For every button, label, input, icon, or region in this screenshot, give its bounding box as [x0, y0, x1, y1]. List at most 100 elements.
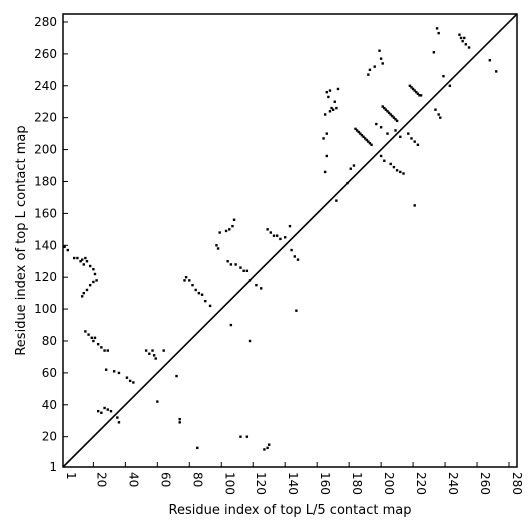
x-tick-label: 1	[64, 472, 78, 480]
upper-point	[432, 51, 436, 54]
x-tick-label: 100	[222, 472, 236, 495]
upper-series-points	[322, 27, 498, 202]
upper-point	[463, 36, 466, 40]
lower-point	[216, 247, 220, 250]
upper-point	[495, 70, 498, 73]
upper-point	[448, 84, 452, 87]
lower-point	[148, 352, 151, 355]
lower-point	[208, 304, 212, 308]
x-tick-label: 40	[126, 472, 140, 487]
x-tick-label: 140	[286, 472, 300, 495]
lower-point	[125, 376, 129, 379]
lower-point	[410, 137, 413, 140]
lower-point	[116, 416, 119, 419]
y-tick-label: 120	[34, 270, 57, 284]
lower-point	[276, 234, 279, 237]
lower-point	[413, 204, 416, 207]
lower-point	[402, 172, 405, 175]
lower-point	[84, 330, 87, 333]
lower-point	[92, 339, 95, 343]
lower-point	[82, 263, 85, 266]
lower-point	[200, 293, 204, 296]
upper-point	[458, 33, 461, 36]
x-tick-label: 240	[446, 472, 460, 495]
x-tick-label: 180	[350, 472, 364, 495]
lower-point	[215, 244, 218, 247]
lower-point	[92, 280, 95, 284]
lower-point	[272, 234, 276, 237]
x-axis-label: Residue index of top L/5 contact map	[169, 503, 412, 518]
upper-point	[335, 199, 338, 202]
lower-point	[106, 408, 109, 411]
lower-point	[88, 283, 92, 287]
upper-point	[461, 39, 464, 43]
lower-point	[231, 224, 234, 228]
lower-point	[80, 295, 84, 298]
lower-point	[93, 336, 97, 339]
upper-point	[381, 62, 384, 65]
upper-point	[330, 106, 333, 110]
upper-point	[333, 100, 336, 103]
upper-point	[352, 164, 356, 167]
y-tick-label: 80	[42, 334, 57, 348]
lower-point	[269, 231, 273, 234]
lower-point	[87, 333, 90, 336]
lower-point	[279, 237, 282, 241]
lower-point	[389, 162, 392, 166]
upper-point	[464, 43, 468, 46]
upper-point	[362, 135, 365, 139]
lower-point	[63, 245, 66, 249]
lower-point	[229, 263, 233, 266]
upper-point	[355, 129, 359, 132]
upper-point	[357, 130, 360, 134]
upper-point	[354, 127, 357, 131]
upper-point	[381, 105, 384, 108]
lower-point	[437, 113, 440, 116]
upper-point	[327, 95, 330, 99]
upper-point	[387, 111, 391, 115]
y-tick-label: 240	[34, 79, 57, 93]
lower-point	[224, 229, 228, 233]
lower-point	[72, 256, 76, 260]
y-tick-label: 260	[34, 47, 57, 61]
upper-point	[418, 94, 421, 97]
lower-point	[144, 349, 148, 352]
lower-point	[248, 339, 252, 343]
lower-point	[93, 272, 97, 276]
upper-point	[379, 57, 383, 60]
y-tick-label: 100	[34, 302, 57, 316]
lower-point	[399, 170, 402, 174]
lower-point	[383, 159, 386, 162]
upper-point	[325, 132, 328, 135]
upper-point	[328, 89, 332, 92]
lower-point	[103, 406, 106, 410]
upper-point	[367, 140, 370, 143]
lower-point	[156, 400, 159, 403]
upper-point	[415, 90, 418, 94]
upper-point	[411, 87, 415, 91]
lower-point	[152, 354, 156, 357]
lower-point	[239, 266, 242, 269]
upper-point	[359, 132, 362, 135]
lower-point	[88, 264, 92, 268]
lower-point	[379, 154, 383, 158]
upper-point	[413, 89, 416, 92]
upper-point	[389, 113, 392, 116]
y-tick-label: 180	[34, 174, 57, 188]
upper-point	[394, 129, 397, 132]
upper-point	[375, 122, 378, 126]
y-tick-label: 60	[42, 366, 57, 380]
upper-point	[325, 90, 328, 94]
upper-point	[384, 108, 388, 111]
upper-point	[459, 36, 463, 40]
lower-point	[295, 309, 298, 312]
y-tick-label: 200	[34, 143, 57, 157]
lower-point	[76, 256, 79, 260]
lower-point	[407, 132, 410, 135]
lower-point	[416, 143, 420, 146]
upper-point	[435, 27, 439, 30]
y-tick-label: 160	[34, 206, 57, 220]
upper-point	[365, 138, 368, 142]
lower-point	[84, 256, 87, 260]
